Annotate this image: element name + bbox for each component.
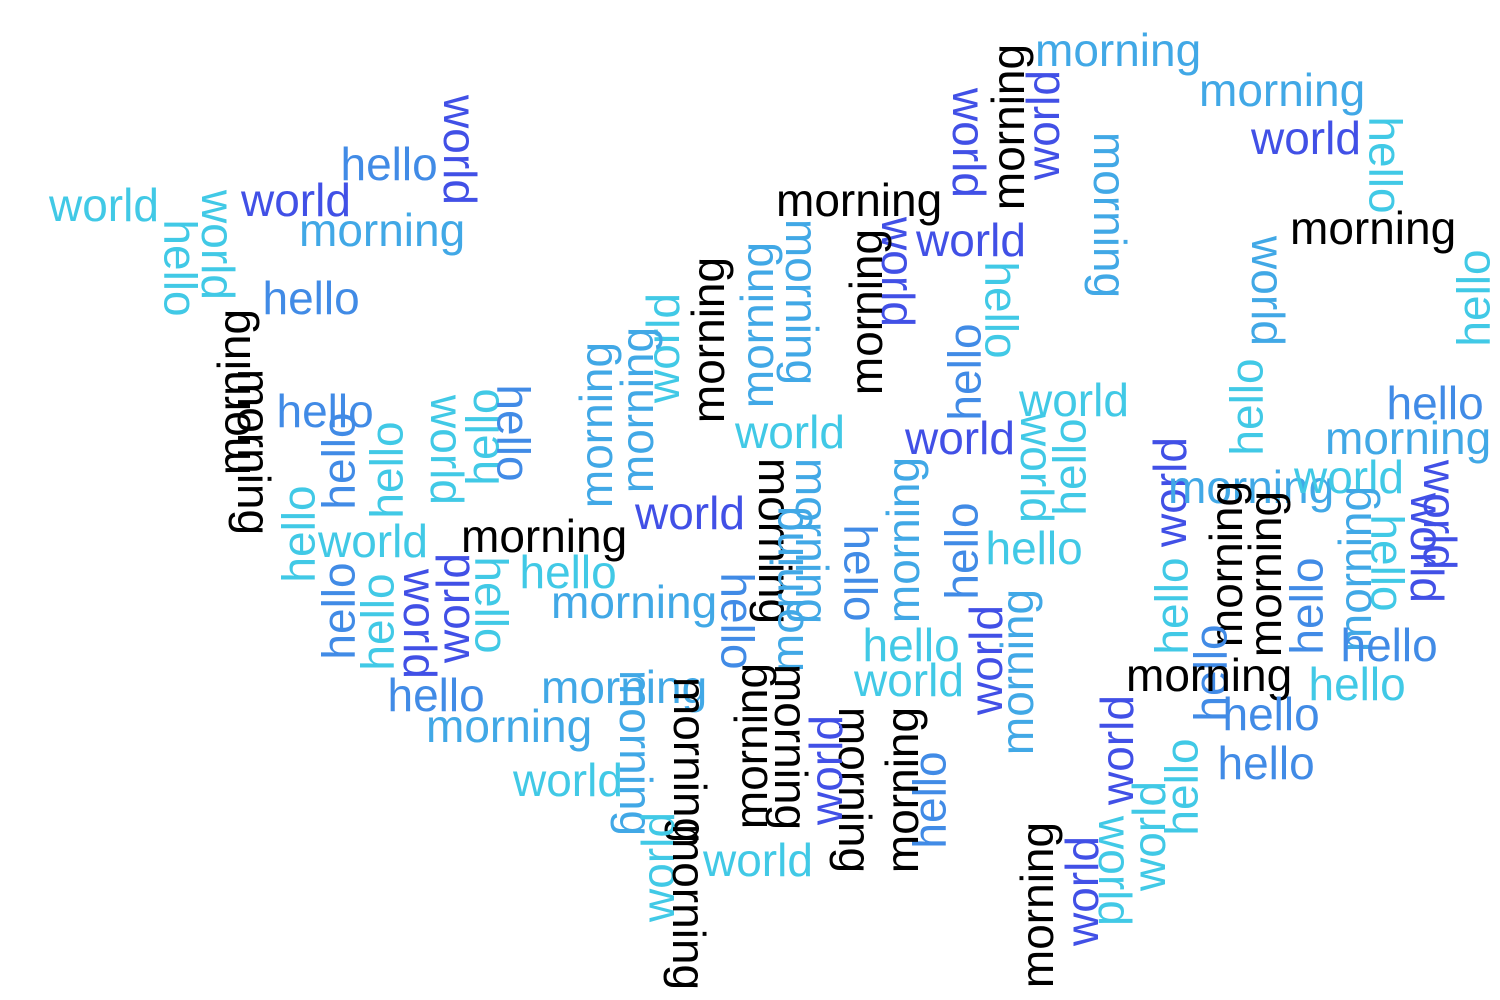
word-hello: hello	[154, 219, 207, 317]
word-hello: hello	[985, 522, 1083, 574]
word-hello: hello	[519, 546, 617, 598]
word-world: world	[799, 715, 852, 825]
word-hello: hello	[387, 669, 485, 721]
word-morning: morning	[876, 706, 929, 874]
word-hello: hello	[1220, 358, 1273, 456]
word-morning: morning	[228, 368, 281, 536]
word-world: world	[513, 754, 623, 806]
word-world: world	[916, 214, 1026, 266]
word-hello: hello	[465, 556, 518, 654]
word-morning: morning	[551, 576, 718, 628]
word-world: world	[433, 95, 486, 205]
word-hello: hello	[938, 323, 991, 421]
word-world: world	[735, 406, 845, 458]
word-hello: hello	[1340, 619, 1438, 671]
word-morning: morning	[1084, 131, 1137, 299]
word-hello: hello	[862, 619, 960, 671]
word-morning: morning	[461, 510, 628, 562]
word-hello: hello	[1217, 737, 1315, 789]
word-world: world	[635, 487, 745, 539]
word-world: world	[1241, 236, 1294, 346]
word-world: world	[318, 515, 428, 567]
word-morning: morning	[991, 588, 1044, 756]
word-hello: hello	[360, 421, 413, 519]
word-morning: morning	[1035, 24, 1202, 76]
word-hello: hello	[1359, 116, 1412, 214]
word-world: world	[241, 174, 351, 226]
word-morning: morning	[1011, 821, 1064, 989]
word-morning: morning	[776, 174, 943, 226]
word-world: world	[1251, 112, 1361, 164]
word-morning: morning	[541, 661, 708, 713]
word-world: world	[1294, 451, 1404, 503]
word-hello: hello	[1447, 249, 1500, 347]
word-hello: hello	[1280, 557, 1333, 655]
word-morning: morning	[1126, 649, 1293, 701]
word-hello: hello	[487, 384, 540, 482]
word-world: world	[905, 412, 1015, 464]
word-morning: morning	[1168, 461, 1335, 513]
word-world: world	[1122, 781, 1175, 891]
word-hello: hello	[340, 138, 438, 190]
word-hello: hello	[276, 385, 374, 437]
word-hello: hello	[1043, 418, 1096, 516]
word-morning: morning	[725, 662, 778, 830]
word-morning: morning	[1325, 412, 1492, 464]
word-world: world	[942, 88, 995, 198]
word-morning: morning	[761, 505, 814, 673]
word-morning: morning	[776, 218, 829, 386]
word-hello: hello	[1386, 377, 1484, 429]
word-hello: hello	[935, 502, 988, 600]
word-hello: hello	[1308, 658, 1406, 710]
word-morning: morning	[731, 241, 784, 409]
word-world: world	[49, 179, 159, 231]
word-morning: morning	[299, 204, 466, 256]
word-world: world	[1019, 374, 1129, 426]
word-morning: morning	[426, 700, 593, 752]
word-morning: morning	[663, 823, 716, 991]
word-morning: morning	[1290, 202, 1457, 254]
word-morning: morning	[840, 228, 893, 396]
word-world: world	[854, 654, 964, 706]
word-hello: hello	[262, 272, 360, 324]
word-morning: morning	[570, 341, 623, 509]
word-morning: morning	[1199, 64, 1366, 116]
word-morning: morning	[682, 256, 735, 424]
word-morning: morning	[877, 456, 930, 624]
word-hello: hello	[1222, 688, 1320, 740]
word-hello: hello	[711, 572, 764, 670]
word-world: world	[703, 834, 813, 886]
